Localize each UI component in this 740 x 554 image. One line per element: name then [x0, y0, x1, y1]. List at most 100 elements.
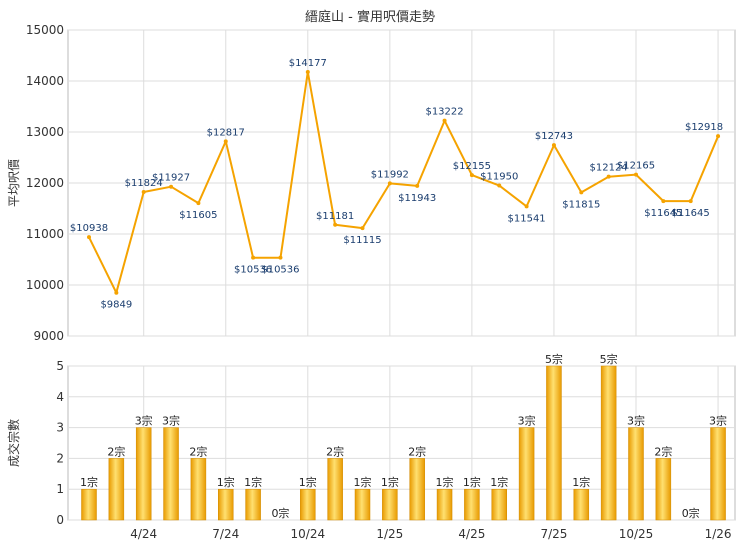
volume-bar [108, 458, 125, 521]
line-y-tick-label: 15000 [26, 23, 64, 37]
volume-bar [382, 488, 398, 521]
price-point [497, 183, 502, 188]
volume-bar-label: 2宗 [408, 444, 426, 458]
x-tick-label: 10/24 [291, 527, 326, 541]
x-tick-label: 1/26 [705, 527, 732, 541]
volume-bar-label: 1宗 [490, 475, 508, 489]
price-point [579, 190, 584, 195]
volume-bar-label: 1宗 [299, 475, 317, 489]
volume-bar [354, 488, 371, 521]
volume-bar [518, 427, 535, 521]
volume-bar-label: 0宗 [682, 506, 700, 520]
volume-bar [190, 458, 207, 521]
x-tick-label: 10/25 [619, 527, 654, 541]
price-point-label: $11824 [125, 178, 163, 189]
price-point-label: $12918 [685, 122, 723, 133]
price-point [169, 184, 174, 189]
price-point-label: $11645 [672, 208, 710, 219]
price-point-label: $11950 [480, 172, 518, 183]
volume-bar-label: 3宗 [162, 414, 180, 428]
volume-bar [218, 488, 234, 521]
volume-bar-label: 1宗 [436, 475, 454, 489]
volume-bar [436, 488, 453, 521]
price-point [333, 222, 338, 227]
volume-bar [573, 488, 590, 521]
price-point-label: $12124 [590, 163, 628, 174]
price-point-label: $11181 [316, 211, 354, 222]
volume-bar-label: 1宗 [244, 475, 262, 489]
price-point-label: $10536 [261, 265, 299, 276]
bar-plot-frame [67, 365, 736, 521]
volume-bar [163, 427, 179, 521]
volume-bar-label: 3宗 [709, 414, 727, 428]
bar-y-tick-label: 0 [56, 513, 64, 527]
bar-y-axis-label: 成交宗數 [6, 419, 21, 467]
bar-y-tick-label: 1 [56, 482, 64, 496]
chart-title: 縉庭山 - 實用呎價走勢 [305, 9, 435, 25]
volume-bar-label: 1宗 [381, 475, 399, 489]
volume-bar-label: 2宗 [654, 444, 672, 458]
price-point [551, 143, 556, 148]
price-point [278, 255, 283, 260]
volume-bar-label: 3宗 [518, 414, 536, 428]
price-point-label: $13222 [425, 107, 463, 118]
price-point [442, 118, 447, 123]
price-point-label: $12155 [453, 161, 491, 172]
volume-bar-label: 1宗 [80, 475, 98, 489]
price-point [415, 183, 420, 188]
price-point [469, 173, 474, 178]
bar-y-tick-label: 2 [56, 451, 64, 465]
price-point [87, 235, 91, 240]
line-y-tick-label: 9000 [33, 329, 64, 343]
price-point [387, 181, 392, 186]
volume-bar-label: 1宗 [572, 475, 590, 489]
price-series-line [88, 71, 720, 294]
price-point [114, 290, 119, 295]
x-tick-label: 4/24 [130, 527, 157, 541]
volume-bar [491, 488, 507, 521]
line-y-tick-label: 13000 [26, 125, 64, 139]
price-point [251, 255, 256, 260]
volume-bar-label: 1宗 [354, 475, 372, 489]
price-point-label: $11645 [644, 208, 682, 219]
price-point-label: $11815 [562, 199, 600, 210]
bar-y-tick-label: 5 [56, 359, 64, 373]
line-y-tick-label: 10000 [26, 278, 64, 292]
price-point [606, 174, 611, 179]
volume-bar [300, 488, 316, 521]
volume-bar-label: 0宗 [271, 506, 289, 520]
price-point [661, 199, 666, 204]
volume-bar-label: 5宗 [545, 352, 563, 366]
volume-bar-label: 2宗 [326, 444, 344, 458]
price-point-label: $12165 [617, 161, 655, 172]
price-point [141, 189, 146, 194]
bar-y-tick-label: 4 [56, 390, 64, 404]
price-point [196, 201, 201, 206]
volume-bar-label: 2宗 [189, 444, 207, 458]
price-point-label: $11992 [371, 169, 409, 180]
price-point-label: $10536 [234, 265, 272, 276]
price-point-label: $14177 [289, 58, 327, 69]
volume-bar-label: 3宗 [627, 414, 645, 428]
line-y-tick-label: 11000 [26, 227, 64, 241]
price-point [716, 134, 721, 139]
volume-bar [628, 427, 644, 521]
price-point [305, 69, 310, 74]
volume-bar-label: 2宗 [107, 444, 125, 458]
price-point-label: $9849 [100, 300, 132, 311]
price-point-label: $12743 [535, 131, 573, 142]
volume-bar [710, 427, 726, 521]
x-tick-label: 4/25 [458, 527, 485, 541]
price-point-label: $10938 [70, 223, 108, 234]
price-point-label: $11541 [508, 213, 546, 224]
volume-bar-label: 3宗 [135, 414, 153, 428]
volume-bar [600, 365, 617, 521]
bar-panel: 0 1 2 3 4 5 1宗 2宗 3宗 3宗 2宗 1宗 1宗 0宗 1宗 2宗 1宗 1宗 2宗 1宗 1宗 1宗 3宗… [56, 352, 736, 541]
volume-bar-label: 5宗 [600, 352, 618, 366]
price-point [360, 226, 365, 231]
price-point [524, 204, 529, 209]
volume-bar [655, 458, 672, 521]
volume-bar-label: 1宗 [217, 475, 235, 489]
price-point-label: $11943 [398, 193, 436, 204]
